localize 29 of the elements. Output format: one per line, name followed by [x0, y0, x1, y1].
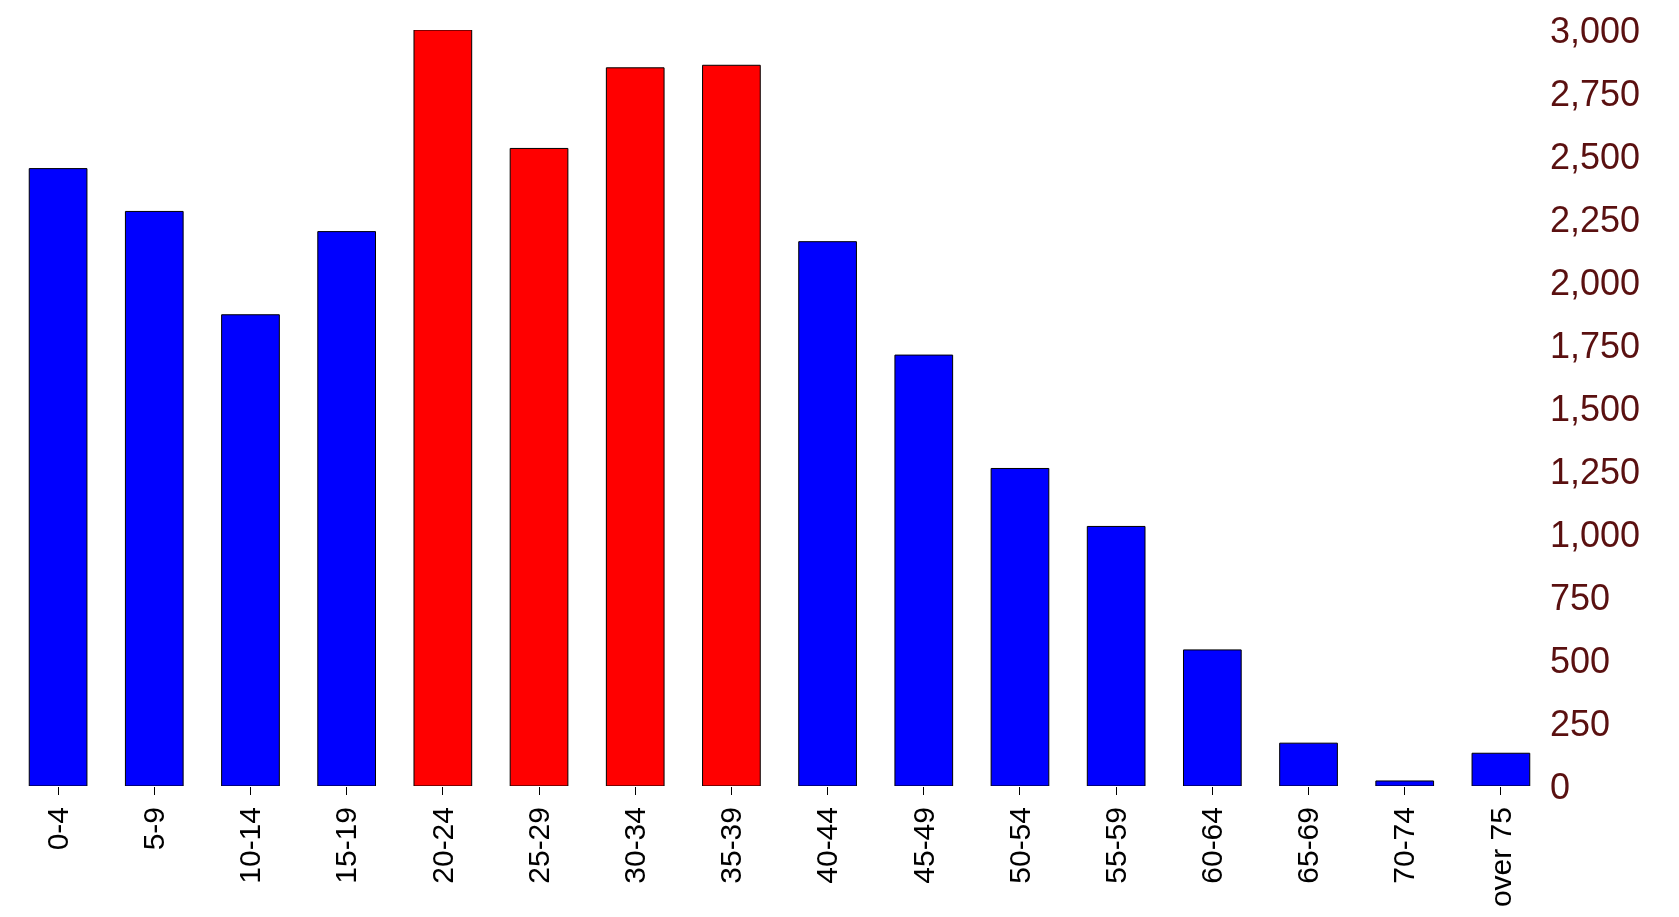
y-tick-label: 500: [1550, 639, 1611, 681]
x-tick-label: 15-19: [329, 807, 363, 884]
x-tick-label: 20-24: [425, 807, 459, 884]
x-tick-label: 70-74: [1387, 807, 1421, 884]
y-tick-label: 1,250: [1550, 450, 1641, 492]
x-tick-label: 30-34: [617, 807, 651, 884]
x-tick-label: 55-59: [1098, 807, 1132, 884]
x-tick-label: 40-44: [810, 807, 844, 884]
y-tick-label: 0: [1550, 765, 1571, 807]
y-tick-label: 2,750: [1550, 72, 1641, 114]
x-tick-label: 25-29: [521, 807, 555, 884]
x-tick-label: 5-9: [137, 807, 171, 851]
y-tick-label: 250: [1550, 702, 1611, 744]
y-tick-label: 1,750: [1550, 324, 1641, 366]
x-tick-label: 0-4: [40, 807, 74, 851]
y-tick-label: 2,250: [1550, 198, 1641, 240]
x-tick-label: 65-69: [1291, 807, 1325, 884]
y-tick-label: 1,000: [1550, 513, 1641, 555]
y-tick-label: 1,500: [1550, 387, 1641, 429]
x-tick-label: over 75: [1483, 807, 1517, 908]
y-tick-label: 2,500: [1550, 135, 1641, 177]
y-tick-label: 3,000: [1550, 9, 1641, 51]
y-tick-label: 2,000: [1550, 261, 1641, 303]
x-tick-label: 10-14: [233, 807, 267, 884]
x-tick-label: 45-49: [906, 807, 940, 884]
y-tick-label: 750: [1550, 576, 1611, 618]
x-tick-label: 50-54: [1002, 807, 1036, 884]
x-tick-label: 35-39: [714, 807, 748, 884]
x-tick-label: 60-64: [1195, 807, 1229, 884]
